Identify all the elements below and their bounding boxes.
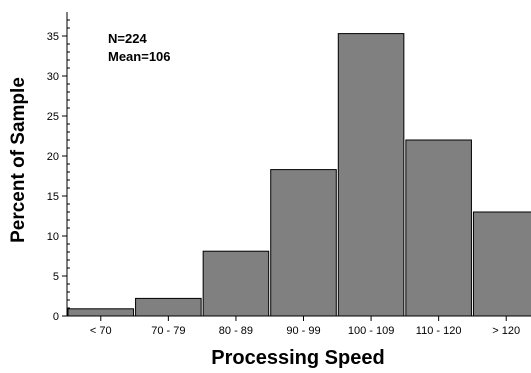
- bar-3: [270, 169, 337, 317]
- y-axis: 0 5 10 15 20 25 30 35: [47, 12, 70, 323]
- y-tick-label-1: 5: [53, 271, 59, 283]
- bar-4: [337, 33, 405, 317]
- bar-2: [202, 250, 270, 317]
- bar-1: [135, 297, 202, 317]
- x-tick-label-0: < 70: [90, 325, 112, 337]
- y-axis-title: Percent of Sample: [8, 77, 29, 243]
- bar-group: [67, 33, 531, 317]
- annotation-mean: Mean=106: [108, 49, 171, 64]
- x-tick-label-3: 90 - 99: [286, 325, 320, 337]
- x-tick-label-6: > 120: [492, 325, 520, 337]
- bar-5: [405, 139, 472, 317]
- y-tick-label-6: 30: [47, 71, 59, 83]
- y-tick-label-2: 10: [47, 231, 59, 243]
- x-axis: < 70 70 - 79 80 - 89 90 - 99 100 - 109 110 - …: [67, 315, 531, 337]
- x-axis-title: Processing Speed: [211, 347, 384, 369]
- y-tick-label-7: 35: [47, 31, 59, 43]
- y-tick-label-3: 15: [47, 191, 59, 203]
- annotation-n: N=224: [108, 31, 147, 46]
- y-tick-label-4: 20: [47, 151, 59, 163]
- x-tick-label-1: 70 - 79: [151, 325, 185, 337]
- x-tick-label-4: 100 - 109: [348, 325, 394, 337]
- bar-6: [472, 211, 531, 317]
- y-tick-label-5: 25: [47, 111, 59, 123]
- x-tick-label-5: 110 - 120: [416, 325, 462, 337]
- bar-0: [67, 308, 135, 317]
- x-tick-label-2: 80 - 89: [219, 325, 253, 337]
- y-tick-label-0: 0: [53, 311, 59, 323]
